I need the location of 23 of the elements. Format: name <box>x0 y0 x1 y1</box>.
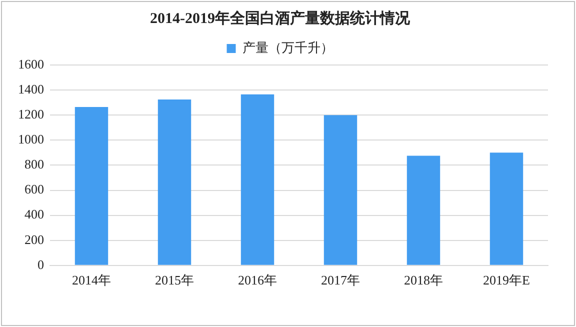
legend-label: 产量（万千升） <box>242 40 334 55</box>
y-tick-label: 1000 <box>18 132 44 147</box>
x-tick-label: 2018年 <box>404 272 443 288</box>
x-tick-label: 2017年 <box>321 272 360 288</box>
x-tick-label: 2015年 <box>155 272 194 288</box>
y-tick-label: 1200 <box>18 106 44 122</box>
x-tick-label: 2014年 <box>72 272 111 288</box>
bar <box>406 156 440 265</box>
chart-title: 2014-2019年全国白酒产量数据统计情况 <box>150 10 411 27</box>
x-tick-label: 2016年 <box>238 272 277 288</box>
y-tick-label: 1400 <box>18 81 44 96</box>
x-tick-label: 2019年E <box>483 272 530 288</box>
bar <box>324 115 358 265</box>
bar <box>74 106 108 265</box>
y-tick-label: 0 <box>38 256 44 272</box>
y-tick-label: 600 <box>24 182 44 197</box>
bar <box>158 99 192 265</box>
y-tick-label: 1600 <box>18 56 44 72</box>
y-tick-label: 200 <box>24 232 44 247</box>
bar <box>490 152 524 265</box>
y-tick-label: 400 <box>24 206 44 222</box>
y-tick-label: 800 <box>24 156 44 172</box>
bar <box>240 94 274 265</box>
